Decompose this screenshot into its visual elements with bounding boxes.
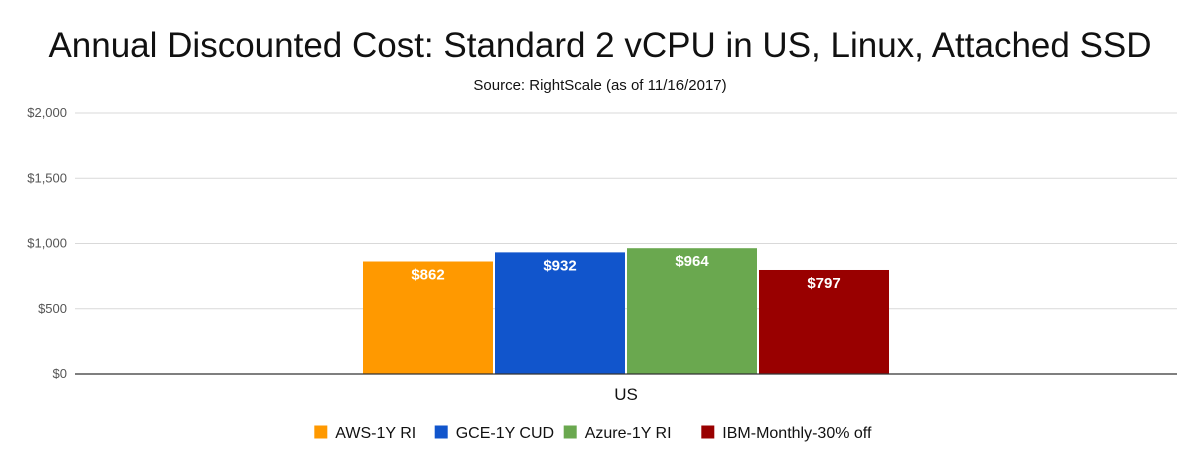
y-tick-label: $1,000: [27, 236, 67, 251]
legend-label: IBM-Monthly-30% off: [722, 425, 872, 442]
legend-label: Azure-1Y RI: [585, 425, 672, 442]
y-tick-label: $1,500: [27, 170, 67, 185]
legend: AWS-1Y RI GCE-1Y CUD Azure-1Y RI IBM-Monthl…: [314, 425, 872, 442]
legend-label: GCE-1Y CUD: [456, 425, 554, 442]
bars: [363, 248, 889, 374]
data-label: $862: [411, 267, 444, 284]
x-axis-categories: US: [614, 385, 638, 404]
legend-swatch: [434, 425, 448, 439]
legend-swatch: [563, 425, 577, 439]
gridlines: [75, 112, 1177, 310]
chart-subtitle: Source: RightScale (as of 11/16/2017): [473, 77, 726, 94]
y-tick-label: $500: [38, 301, 67, 316]
bar-azure-1y-ri: [627, 248, 757, 374]
legend-swatch: [701, 425, 715, 439]
data-label: $964: [675, 253, 709, 270]
data-labels: $862 $932 $964 $797: [411, 253, 840, 292]
bar-gce-1y-cud: [495, 252, 625, 374]
bar-aws-1y-ri: [363, 261, 493, 374]
legend-label: AWS-1Y RI: [335, 425, 416, 442]
data-label: $932: [543, 257, 576, 274]
y-tick-label: $2,000: [27, 105, 67, 120]
data-label: $797: [807, 275, 840, 292]
chart-title: Annual Discounted Cost: Standard 2 vCPU …: [48, 26, 1151, 65]
y-tick-label: $0: [53, 366, 67, 381]
x-category-label: US: [614, 385, 638, 404]
bar-ibm-monthly-30-off: [759, 269, 889, 374]
y-axis-ticks: $0 $500 $1,000 $1,500 $2,000: [27, 105, 67, 381]
legend-swatch: [314, 425, 328, 439]
